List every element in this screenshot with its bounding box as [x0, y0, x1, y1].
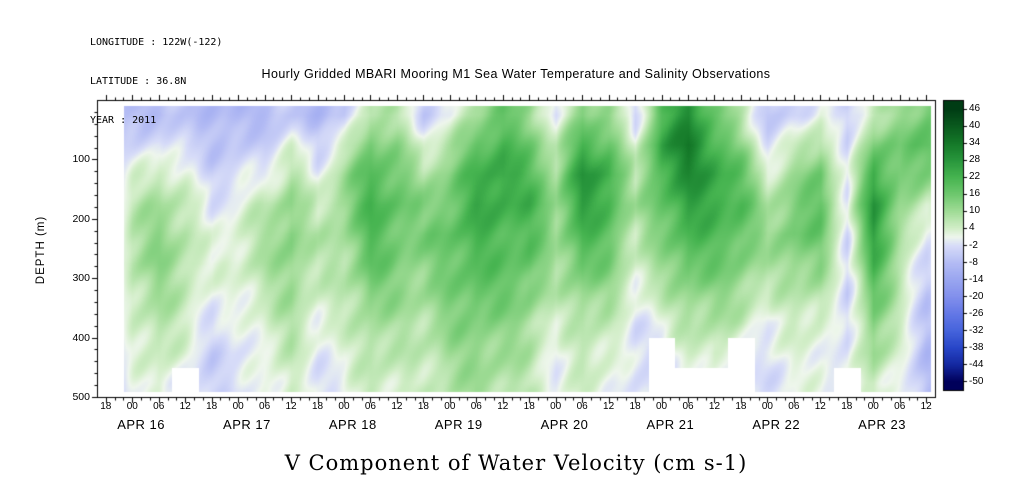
colorbar-tick-label: -44	[969, 358, 984, 370]
colorbar-tick-label: 34	[969, 137, 981, 149]
colorbar-tick-label: -38	[969, 341, 984, 353]
y-tick-label: 100	[72, 153, 90, 166]
x-hour-tick-label: 18	[841, 401, 853, 412]
x-hour-tick-label: 06	[470, 401, 482, 412]
x-hour-tick-label: 18	[206, 401, 218, 412]
y-axis-label: DEPTH (m)	[35, 215, 47, 285]
x-hour-tick-label: 06	[788, 401, 800, 412]
x-date-label: APR 17	[223, 417, 271, 432]
colorbar-tick-label: -8	[969, 256, 978, 268]
colorbar-tick-label: 16	[969, 188, 981, 200]
colorbar-tick-label: -2	[969, 239, 978, 251]
latitude-label: LATITUDE : 36.8N	[90, 76, 187, 87]
x-hour-tick-label: 18	[523, 401, 535, 412]
x-hour-tick-label: 06	[894, 401, 906, 412]
x-hour-tick-label: 00	[655, 401, 668, 412]
x-date-label: APR 20	[540, 417, 589, 432]
x-date-label: APR 23	[858, 417, 906, 432]
x-hour-tick-label: 12	[603, 401, 615, 412]
x-date-label: APR 19	[434, 417, 483, 432]
x-hour-tick-label: 06	[364, 401, 376, 412]
colorbar-tick-label: 4	[969, 222, 975, 234]
x-date-label: APR 18	[328, 417, 377, 432]
x-hour-tick-label: 06	[682, 401, 694, 412]
x-hour-tick-label: 12	[814, 401, 826, 412]
x-hour-tick-label: 06	[153, 401, 165, 412]
y-tick-label: 400	[72, 331, 90, 344]
x-date-label: APR 21	[646, 417, 695, 432]
x-hour-tick-label: 12	[708, 401, 721, 412]
x-hour-tick-label: 12	[497, 401, 509, 412]
x-hour-tick-label: 12	[391, 401, 403, 412]
colorbar-tick-label: -14	[969, 273, 984, 285]
colorbar-tick-label: 46	[969, 103, 981, 115]
colorbar-tick-label: -32	[969, 324, 984, 336]
colorbar-tick-label: -50	[969, 375, 984, 387]
x-hour-tick-label: 06	[259, 401, 271, 412]
colorbar-tick-label: 10	[969, 205, 981, 217]
colorbar-tick-label: -20	[969, 290, 984, 302]
x-hour-tick-label: 00	[550, 401, 562, 412]
longitude-label: LONGITUDE : 122W(-122)	[90, 37, 223, 48]
header-info: LONGITUDE : 122W(-122) LATITUDE : 36.8N …	[90, 10, 222, 153]
colorbar-tick-label: 28	[969, 154, 981, 166]
x-hour-tick-label: 06	[576, 401, 588, 412]
x-hour-tick-label: 18	[311, 401, 324, 412]
y-tick-label: 200	[72, 212, 90, 225]
x-hour-tick-label: 00	[761, 401, 773, 412]
x-hour-tick-label: 18	[417, 401, 429, 412]
y-tick-label: 500	[72, 391, 90, 403]
x-hour-tick-label: 00	[232, 401, 244, 412]
colorbar-tick-label: 22	[969, 171, 981, 183]
x-hour-tick-label: 18	[629, 401, 641, 412]
x-hour-tick-label: 00	[126, 401, 138, 412]
y-tick-label: 300	[72, 272, 90, 285]
x-hour-tick-label: 00	[444, 401, 456, 412]
year-label: YEAR : 2011	[90, 115, 157, 126]
colorbar-tick-label: 40	[969, 120, 981, 132]
x-date-label: APR 22	[752, 417, 801, 432]
x-hour-tick-label: 12	[179, 401, 191, 412]
plot-title: Hourly Gridded MBARI Mooring M1 Sea Wate…	[261, 67, 771, 81]
x-date-label: APR 16	[117, 417, 165, 432]
x-hour-tick-label: 00	[867, 401, 879, 412]
x-hour-tick-label: 12	[285, 401, 297, 412]
figure-footer-title: V Component of Water Velocity (cm s-1)	[284, 451, 748, 475]
colorbar-tick-label: -26	[969, 307, 984, 319]
x-hour-tick-label: 00	[338, 401, 350, 412]
x-hour-tick-label: 18	[735, 401, 747, 412]
x-hour-tick-label: 12	[920, 401, 932, 412]
x-hour-tick-label: 18	[100, 401, 112, 412]
